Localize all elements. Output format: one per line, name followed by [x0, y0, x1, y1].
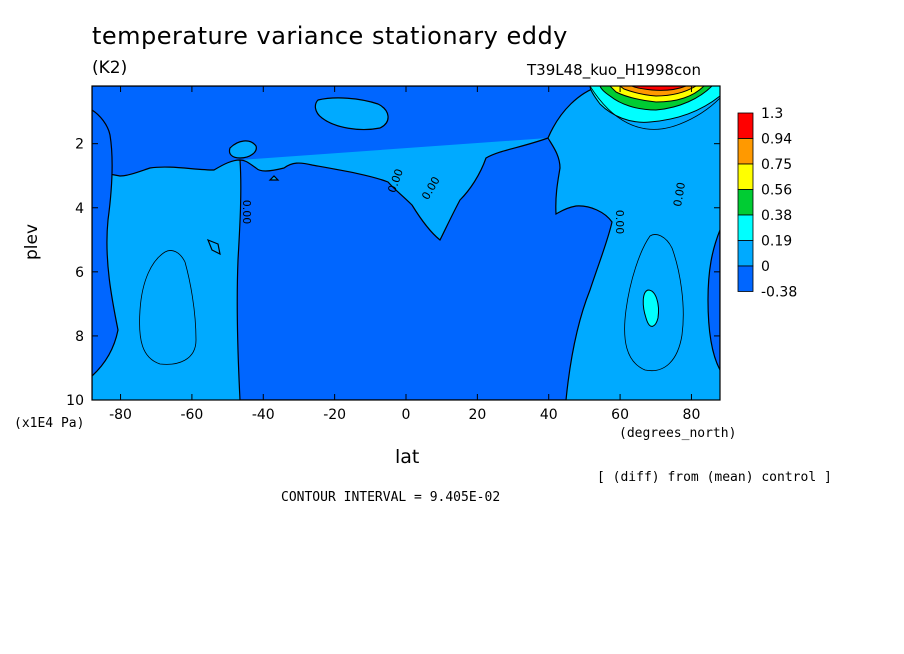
chart-units: (K2)	[92, 58, 128, 78]
y-tick-label: 8	[75, 329, 84, 345]
y-tick-label: 2	[75, 137, 84, 153]
x-tick-label: -20	[323, 407, 346, 423]
colorbar-label: 0.19	[761, 234, 792, 250]
y-tick-label: 10	[66, 393, 84, 409]
colorbar-swatch	[737, 163, 754, 190]
colorbar-label: 0.38	[761, 208, 792, 224]
contour-right-lobe	[624, 234, 684, 372]
colorbar: 1.3 0.94 0.75 0.56 0.38 0.19 0 -0.38	[737, 106, 797, 301]
band-094	[631, 86, 687, 91]
colorbar-swatch	[737, 265, 754, 292]
y-axis-units: (x1E4 Pa)	[14, 416, 85, 431]
x-tick-label: 60	[611, 407, 629, 423]
x-axis: -80 -60 -40 -20 0 20 40 60 80	[109, 86, 700, 423]
band-negative-left	[92, 109, 119, 377]
experiment-label: T39L48_kuo_H1998con	[527, 61, 701, 79]
contour-left-lobe	[139, 250, 197, 365]
island-4	[268, 175, 280, 181]
contour-interval: CONTOUR INTERVAL = 9.405E-02	[281, 490, 501, 505]
right-lobe-peak	[642, 289, 659, 327]
band-negative	[92, 86, 613, 400]
band-negative-right	[707, 229, 720, 371]
y-tick-label: 4	[75, 201, 84, 217]
chart-title: temperature variance stationary eddy	[92, 22, 568, 50]
x-tick-label: 0	[402, 407, 411, 423]
colorbar-label: -0.38	[761, 285, 797, 301]
colorbar-label: 0.75	[761, 157, 792, 173]
x-tick-label: -60	[180, 407, 203, 423]
colorbar-swatch	[737, 240, 754, 267]
x-tick-label: -40	[252, 407, 275, 423]
island-2	[228, 140, 257, 159]
x-tick-label: 80	[683, 407, 701, 423]
colorbar-label: 1.3	[761, 106, 783, 122]
y-axis: 2 4 6 8 10	[66, 137, 720, 409]
colorbar-label: 0.56	[761, 183, 792, 199]
island-1	[314, 97, 389, 131]
y-axis-label: plev	[22, 223, 42, 260]
contour-label: 0.00	[613, 210, 626, 235]
contour-field	[92, 86, 720, 400]
x-tick-label: 40	[540, 407, 558, 423]
colorbar-label: 0	[761, 259, 770, 275]
x-axis-label: lat	[395, 446, 420, 468]
colorbar-swatch	[737, 112, 754, 139]
colorbar-swatch	[737, 214, 754, 241]
contour-right-outer	[589, 86, 720, 130]
island-3	[206, 238, 221, 256]
colorbar-swatch	[737, 138, 754, 165]
y-tick-label: 6	[75, 265, 84, 281]
diff-note: [ (diff) from (mean) control ]	[597, 470, 832, 485]
x-tick-label: -80	[109, 407, 132, 423]
contour-label: 0.00	[671, 181, 688, 207]
x-tick-label: 20	[468, 407, 486, 423]
contour-label: 0.00	[240, 200, 253, 225]
colorbar-label: 0.94	[761, 132, 792, 148]
colorbar-swatch	[737, 189, 754, 216]
x-axis-units: (degrees_north)	[619, 426, 737, 441]
